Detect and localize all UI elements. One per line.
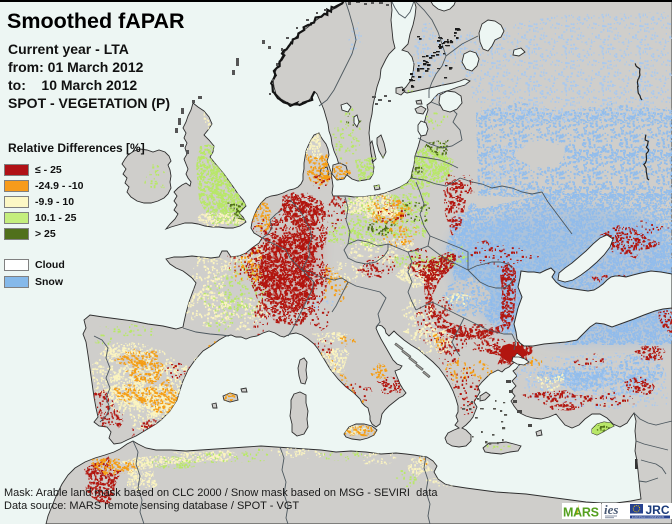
svg-text:MARS: MARS [563, 506, 599, 520]
svg-text:EUROPEAN COMMISSION: EUROPEAN COMMISSION [632, 515, 664, 519]
svg-text:JRC: JRC [646, 503, 670, 517]
svg-text:ies: ies [604, 503, 618, 517]
